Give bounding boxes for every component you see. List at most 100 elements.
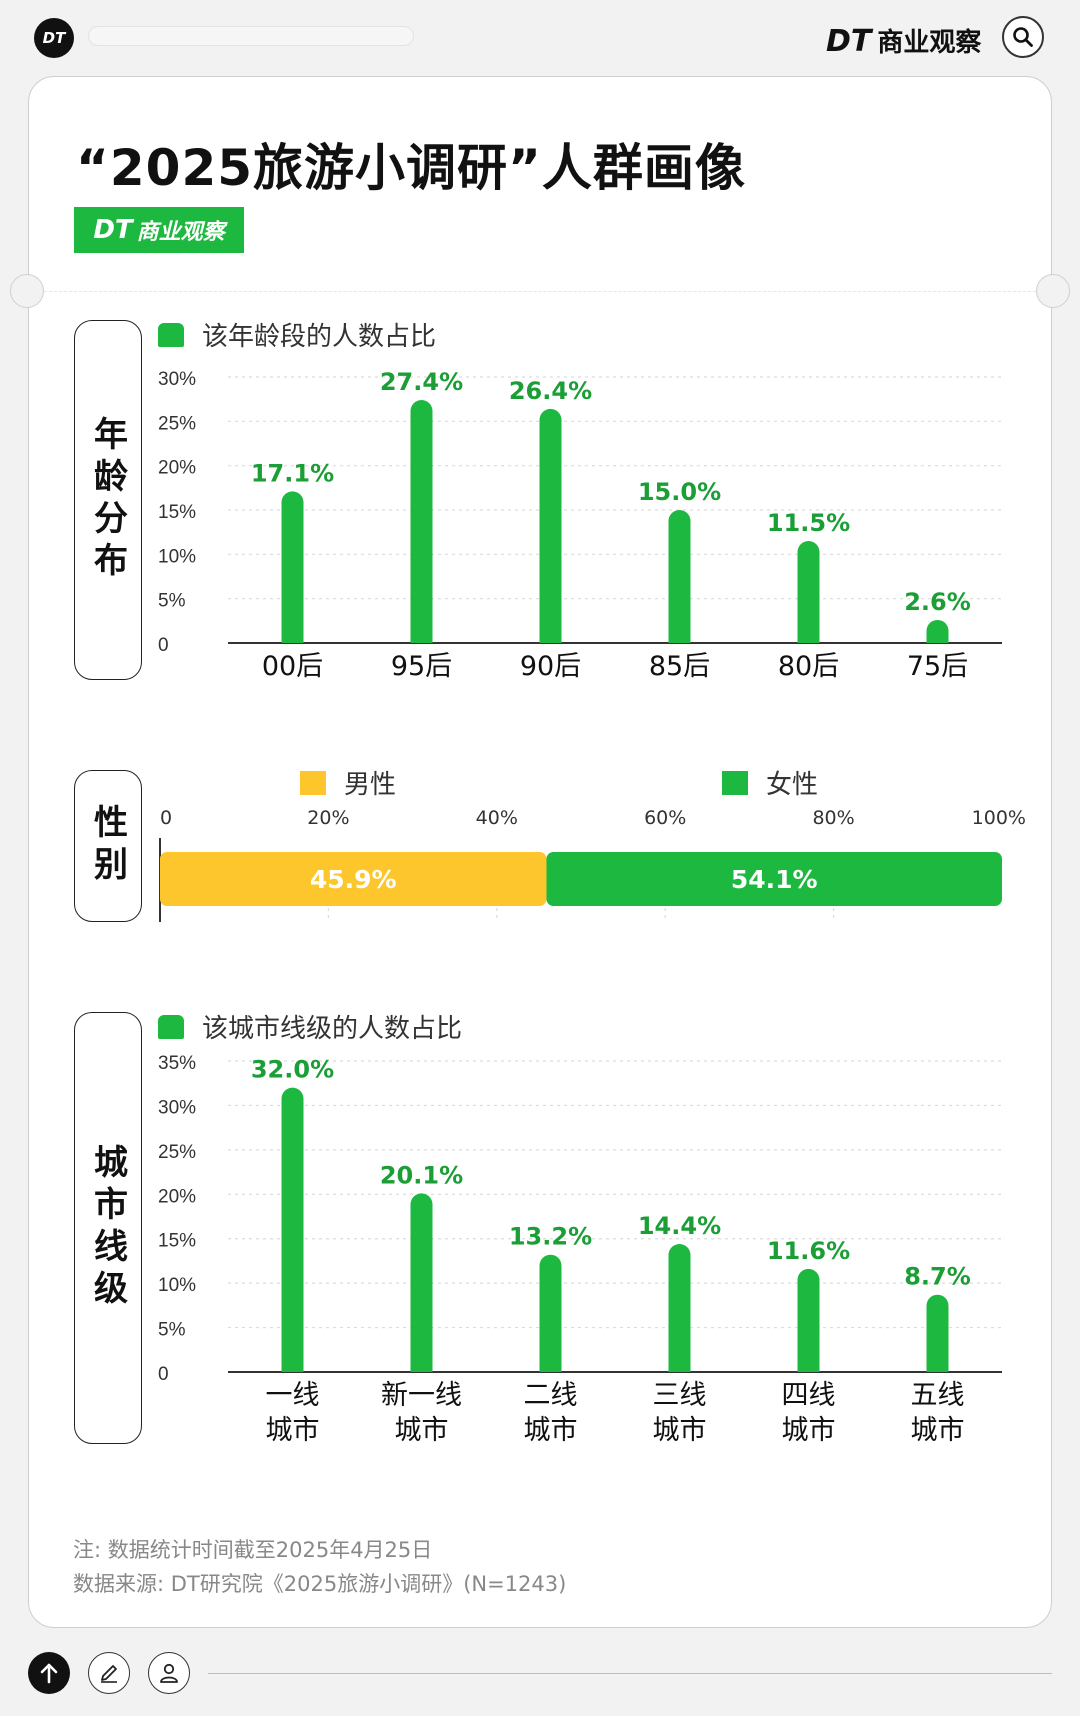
top-progress-pill — [88, 26, 414, 46]
city-value-label: 32.0% — [251, 1056, 334, 1084]
section-label-gender: 性别 — [74, 770, 142, 922]
brand-badge: DT 商业观察 — [74, 207, 244, 253]
city-category-label: 四线 — [782, 1380, 836, 1411]
gender-value-label: 45.9% — [310, 865, 397, 894]
gender-legend-male: 男性 — [300, 764, 396, 801]
city-category-label: 城市 — [911, 1415, 965, 1446]
city-category-label: 三线 — [653, 1380, 707, 1411]
gender-legend-male-swatch — [300, 770, 326, 795]
footnote-date: 注: 数据统计时间截至2025年4月25日 — [73, 1538, 433, 1562]
city-ytick-label: 15% — [158, 1231, 196, 1252]
age-value-label: 26.4% — [509, 377, 592, 405]
age-category-label: 85后 — [649, 651, 710, 682]
age-bar — [539, 408, 562, 643]
user-icon — [160, 1663, 178, 1683]
city-category-label: 五线 — [911, 1380, 965, 1411]
age-value-label: 17.1% — [251, 459, 334, 487]
age-bar — [410, 400, 433, 643]
city-bar — [926, 1294, 949, 1372]
page-title: “2025旅游小调研”人群画像 — [76, 139, 746, 197]
card-notch-right — [1036, 274, 1070, 308]
city-ytick-label: 10% — [158, 1275, 196, 1296]
age-ytick-label: 30% — [158, 369, 196, 390]
city-value-label: 11.6% — [767, 1237, 850, 1265]
gender-legend-female-swatch — [722, 770, 748, 795]
brand-title: DT 商业观察 — [826, 22, 981, 59]
gender-legend-male-label: 男性 — [344, 770, 397, 800]
age-ytick-label: 15% — [158, 502, 196, 523]
city-category-label: 新一线 — [381, 1380, 462, 1411]
age-category-label: 90后 — [520, 651, 581, 682]
section-label-city-text: 城市线级 — [87, 1144, 128, 1312]
pencil-icon — [101, 1665, 117, 1683]
dt-logo[interactable]: DT — [34, 18, 74, 58]
age-value-label: 11.5% — [767, 509, 850, 537]
age-bar — [281, 491, 304, 643]
age-category-label: 75后 — [907, 651, 968, 682]
city-ytick-label: 30% — [158, 1097, 196, 1118]
brand-name: 商业观察 — [877, 28, 982, 58]
city-ytick-label: 5% — [158, 1320, 186, 1341]
card-notch-left — [10, 274, 44, 308]
gender-xtick-label: 100% — [972, 807, 1026, 829]
brand-dt: DT — [826, 24, 872, 59]
city-category-label: 城市 — [782, 1415, 836, 1446]
city-legend-swatch — [158, 1014, 184, 1039]
age-bar — [668, 510, 691, 643]
gender-legend-female-label: 女性 — [766, 770, 819, 800]
age-legend-swatch — [158, 322, 184, 347]
gender-xtick-label: 40% — [476, 807, 518, 829]
section-label-city: 城市线级 — [74, 1012, 142, 1444]
age-category-label: 00后 — [262, 651, 323, 682]
age-ytick-label: 25% — [158, 413, 196, 434]
arrow-up-icon — [40, 1663, 58, 1684]
dt-logo-text: DT — [42, 29, 66, 47]
gender-bar-female — [546, 852, 1002, 906]
scroll-top-button[interactable] — [28, 1652, 70, 1694]
section-label-gender-text: 性别 — [87, 804, 128, 888]
edit-button[interactable] — [88, 1652, 130, 1694]
top-bar: DT DT 商业观察 — [0, 0, 1080, 78]
search-icon — [1013, 27, 1033, 47]
gender-xtick-label: 20% — [307, 807, 349, 829]
search-button[interactable] — [1002, 16, 1044, 58]
city-ytick-label: 0 — [158, 1364, 169, 1385]
city-value-label: 14.4% — [638, 1212, 721, 1240]
badge-dt: DT — [93, 215, 133, 245]
age-bar — [926, 619, 949, 643]
section-label-age: 年龄分布 — [74, 320, 142, 680]
age-value-label: 2.6% — [904, 588, 971, 616]
city-bar — [797, 1268, 820, 1372]
city-ytick-label: 20% — [158, 1186, 196, 1207]
gender-xtick-label: 80% — [812, 807, 854, 829]
badge-name: 商业观察 — [136, 220, 225, 245]
age-bar — [797, 541, 820, 643]
city-bar — [281, 1087, 304, 1372]
gender-value-label: 54.1% — [731, 865, 818, 894]
age-category-label: 80后 — [778, 651, 839, 682]
city-value-label: 13.2% — [509, 1223, 592, 1251]
card-divider — [44, 291, 1036, 292]
age-category-label: 95后 — [391, 651, 452, 682]
gender-xtick-label: 60% — [644, 807, 686, 829]
city-ytick-label: 35% — [158, 1053, 196, 1074]
profile-button[interactable] — [148, 1652, 190, 1694]
age-legend-label: 该年龄段的人数占比 — [202, 322, 437, 352]
age-ytick-label: 10% — [158, 546, 196, 567]
gender-bar-male — [160, 852, 547, 906]
age-ytick-label: 20% — [158, 458, 196, 479]
city-category-label: 城市 — [524, 1415, 578, 1446]
city-category-label: 二线 — [524, 1380, 578, 1411]
gender-legend-female: 女性 — [722, 764, 818, 801]
city-category-label: 城市 — [395, 1415, 449, 1446]
city-legend-label: 该城市线级的人数占比 — [202, 1014, 463, 1044]
city-legend: 该城市线级的人数占比 — [158, 1008, 462, 1045]
age-ytick-label: 0 — [158, 635, 169, 656]
city-category-label: 一线 — [266, 1380, 320, 1411]
city-category-label: 城市 — [653, 1415, 707, 1446]
city-value-label: 8.7% — [904, 1263, 971, 1291]
age-value-label: 15.0% — [638, 478, 721, 506]
city-bar — [410, 1193, 433, 1372]
bottom-divider — [208, 1673, 1052, 1674]
